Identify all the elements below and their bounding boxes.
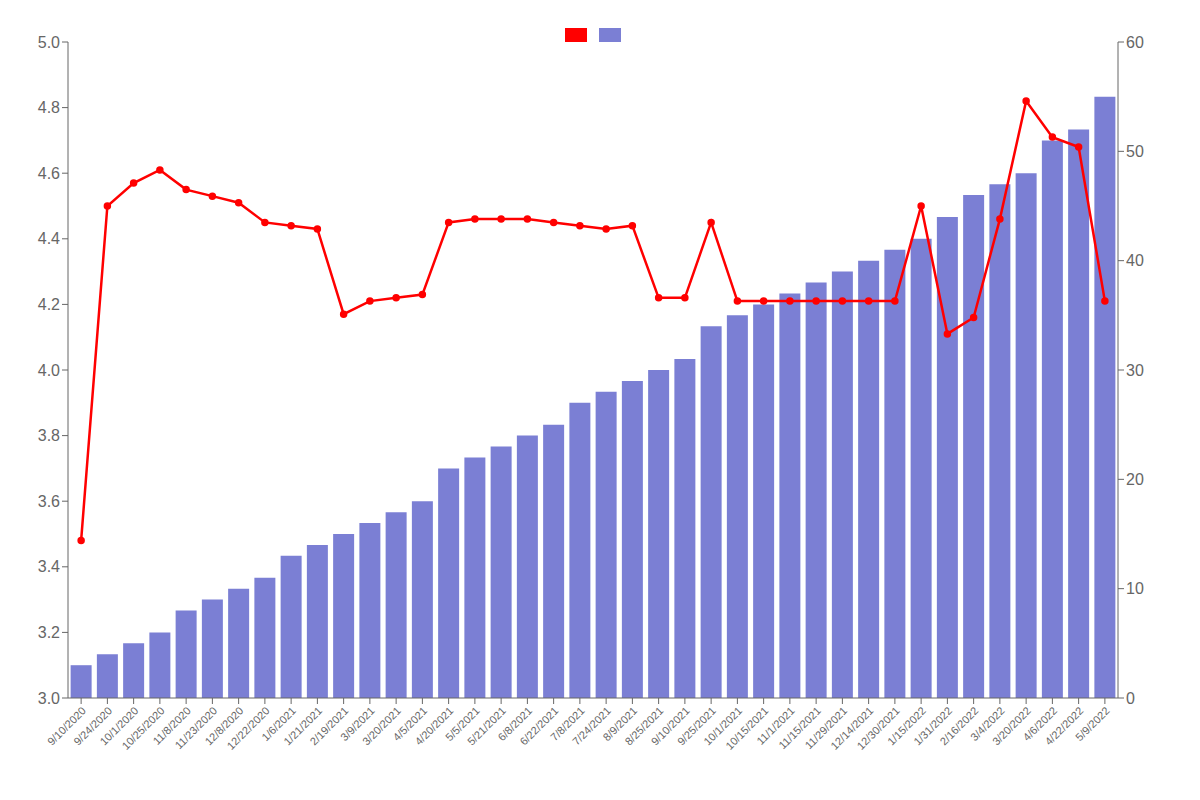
svg-text:12/14/2021: 12/14/2021 [828, 704, 876, 752]
svg-text:12/30/2021: 12/30/2021 [854, 704, 902, 752]
svg-text:10/15/2021: 10/15/2021 [723, 704, 771, 752]
svg-text:4/6/2022: 4/6/2022 [1020, 704, 1060, 744]
svg-text:4.2: 4.2 [38, 296, 60, 313]
svg-text:40: 40 [1126, 252, 1144, 269]
svg-text:3.4: 3.4 [38, 558, 60, 575]
svg-text:3/20/2021: 3/20/2021 [360, 704, 404, 748]
svg-text:3/20/2022: 3/20/2022 [990, 704, 1034, 748]
svg-text:4.6: 4.6 [38, 165, 60, 182]
svg-text:8/9/2021: 8/9/2021 [600, 704, 640, 744]
svg-text:4.0: 4.0 [38, 362, 60, 379]
svg-text:11/8/2020: 11/8/2020 [150, 704, 194, 747]
svg-text:10/1/2020: 10/1/2020 [97, 704, 141, 748]
svg-text:50: 50 [1126, 143, 1144, 160]
svg-text:3/9/2021: 3/9/2021 [338, 704, 377, 744]
svg-text:7/8/2021: 7/8/2021 [548, 704, 587, 744]
svg-text:10/25/2020: 10/25/2020 [119, 704, 167, 752]
svg-text:1/21/2021: 1/21/2021 [281, 704, 325, 748]
svg-text:11/1/2021: 11/1/2021 [754, 704, 797, 747]
svg-text:11/29/2021: 11/29/2021 [802, 704, 850, 752]
svg-text:6/22/2021: 6/22/2021 [517, 704, 561, 748]
svg-text:4/22/2022: 4/22/2022 [1042, 704, 1086, 748]
svg-text:60: 60 [1126, 34, 1144, 51]
svg-text:3.8: 3.8 [38, 427, 60, 444]
svg-text:5/21/2021: 5/21/2021 [465, 704, 509, 748]
svg-text:9/25/2021: 9/25/2021 [675, 704, 719, 748]
svg-text:10: 10 [1126, 580, 1144, 597]
svg-text:8/25/2021: 8/25/2021 [622, 704, 666, 748]
svg-text:9/10/2021: 9/10/2021 [648, 704, 692, 748]
svg-text:4/5/2021: 4/5/2021 [390, 704, 430, 744]
svg-text:6/8/2021: 6/8/2021 [495, 704, 535, 744]
svg-text:4/20/2021: 4/20/2021 [412, 704, 456, 748]
svg-text:3.6: 3.6 [38, 493, 60, 510]
svg-text:11/23/2020: 11/23/2020 [172, 704, 220, 752]
svg-text:2/19/2021: 2/19/2021 [307, 704, 351, 748]
svg-text:5/5/2021: 5/5/2021 [443, 704, 482, 744]
svg-text:5.0: 5.0 [38, 34, 60, 51]
svg-text:1/15/2022: 1/15/2022 [885, 704, 929, 748]
svg-text:9/10/2020: 9/10/2020 [45, 704, 89, 748]
svg-text:3.2: 3.2 [38, 624, 60, 641]
svg-text:7/24/2021: 7/24/2021 [570, 704, 614, 748]
svg-text:20: 20 [1126, 471, 1144, 488]
svg-text:12/8/2020: 12/8/2020 [202, 704, 246, 748]
svg-text:3/4/2022: 3/4/2022 [968, 704, 1007, 744]
svg-text:1/6/2021: 1/6/2021 [259, 704, 299, 744]
svg-text:12/22/2020: 12/22/2020 [224, 704, 272, 752]
svg-text:0: 0 [1126, 690, 1135, 707]
svg-text:4.8: 4.8 [38, 99, 60, 116]
svg-text:1/31/2022: 1/31/2022 [911, 704, 955, 748]
svg-text:4.4: 4.4 [38, 230, 60, 247]
svg-text:5/9/2022: 5/9/2022 [1073, 704, 1112, 743]
svg-text:30: 30 [1126, 362, 1144, 379]
svg-text:11/15/2021: 11/15/2021 [776, 704, 824, 752]
svg-text:9/24/2020: 9/24/2020 [71, 704, 115, 748]
svg-text:2/16/2022: 2/16/2022 [937, 704, 981, 748]
svg-text:3.0: 3.0 [38, 690, 60, 707]
svg-text:10/1/2021: 10/1/2021 [701, 704, 745, 748]
